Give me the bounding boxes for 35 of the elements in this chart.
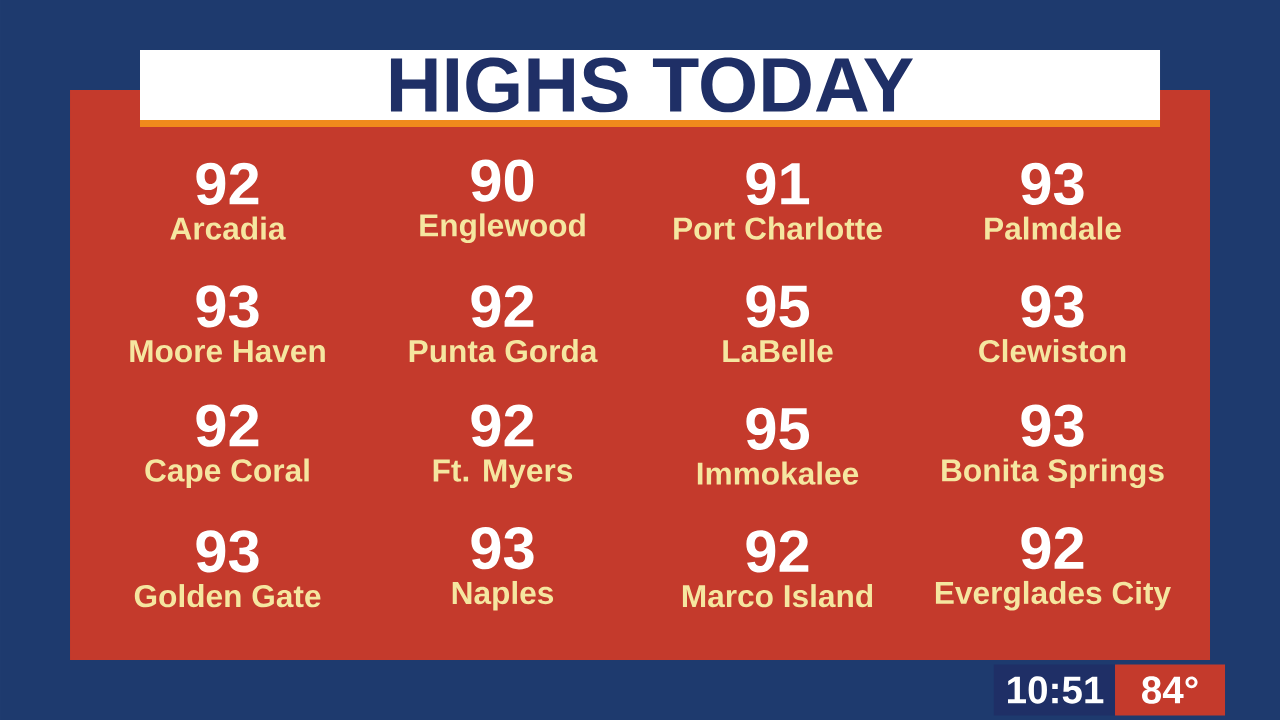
data-label: 95 [746,285,810,328]
category-label: Ft. Myers [433,459,573,488]
data-label: 90 [471,159,534,202]
data-label: 93 [471,527,534,570]
data-label: 92 [471,404,534,447]
text: 84° [1142,676,1198,704]
data-label: 92 [746,530,809,573]
data-label: 95 [746,407,810,450]
category-label: Golden Gate [134,584,321,608]
data-label: 91 [746,162,810,205]
data-label: 93 [196,285,259,328]
category-label: Punta Gorda [409,339,598,363]
category-label: Arcadia [170,216,286,240]
data-label: 92 [196,404,259,447]
category-label: Cape Coral [145,458,309,488]
data-label: 92 [1021,526,1084,570]
category-label: Palmdale [985,216,1121,240]
category-label: Port Charlotte [674,216,882,240]
category-label: Naples [452,580,554,611]
category-label: Clewiston [979,339,1126,363]
data-label: 93 [1021,404,1084,447]
data-label: 92 [196,162,259,205]
text: 10:51 [1008,676,1104,704]
category-label: LaBelle [723,339,833,363]
category-label: Moore Haven [130,340,325,363]
category-label: Bonita Springs [942,458,1164,489]
text: HIGHS TODAY [390,57,914,113]
category-label: Everglades City [935,580,1171,611]
data-label: 92 [471,285,534,328]
category-label: Marco Island [682,584,873,608]
data-label: 93 [1021,285,1084,328]
category-label: Englewood [420,213,585,244]
category-label: Immokalee [697,461,859,485]
data-label: 93 [196,530,259,573]
data-label: 93 [1021,162,1084,206]
